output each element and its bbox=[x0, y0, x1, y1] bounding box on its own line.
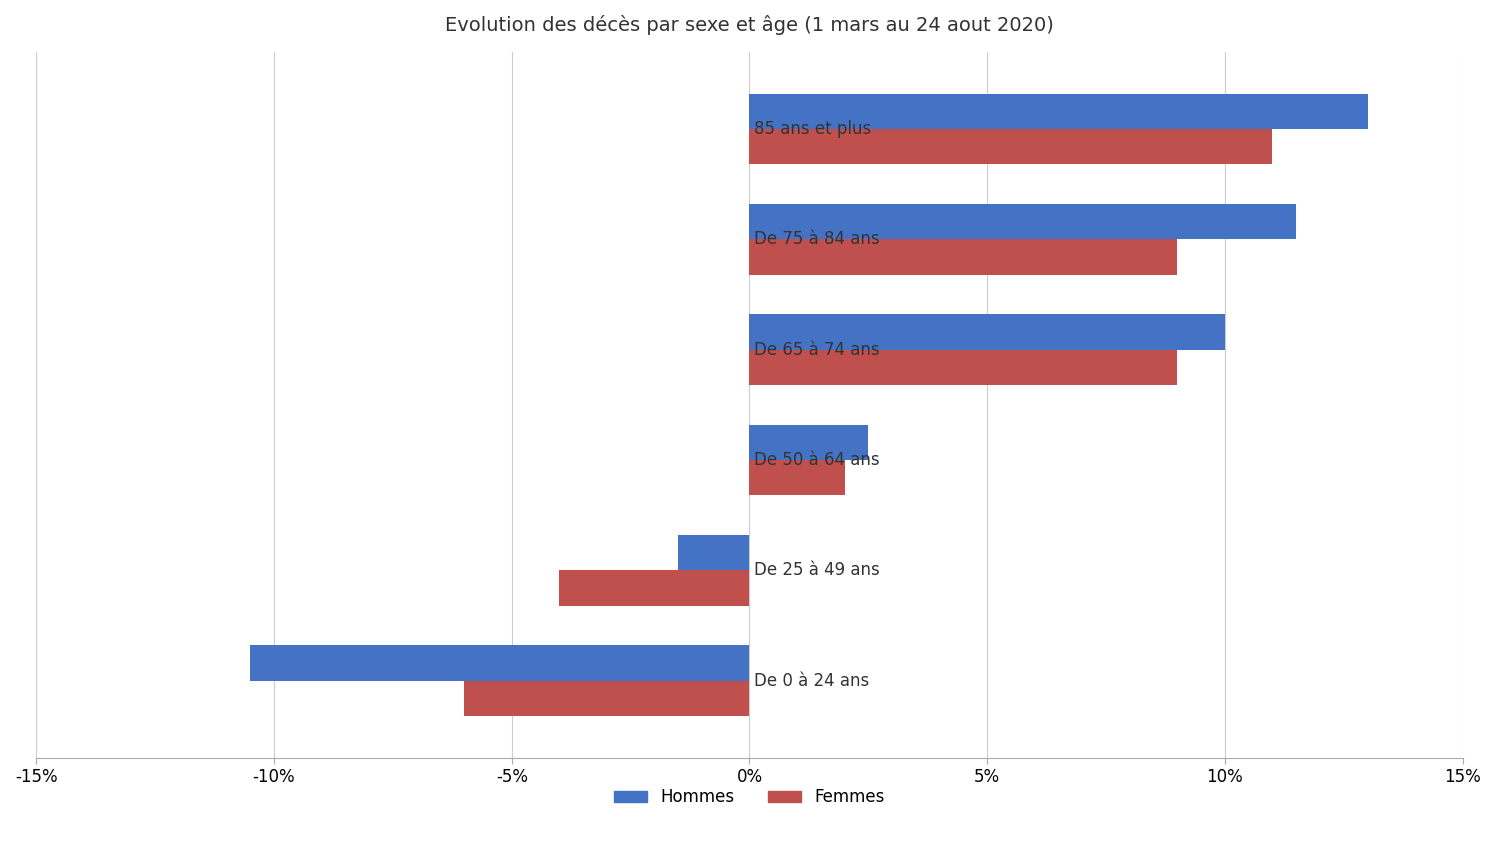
Legend: Hommes, Femmes: Hommes, Femmes bbox=[607, 782, 892, 813]
Bar bbox=[749, 424, 868, 460]
Bar bbox=[749, 240, 1177, 274]
Text: De 25 à 49 ans: De 25 à 49 ans bbox=[754, 562, 880, 579]
Text: De 65 à 74 ans: De 65 à 74 ans bbox=[754, 340, 880, 358]
Text: 85 ans et plus: 85 ans et plus bbox=[754, 120, 872, 138]
Bar bbox=[560, 570, 749, 606]
Bar bbox=[464, 681, 749, 716]
Text: De 0 à 24 ans: De 0 à 24 ans bbox=[754, 672, 869, 689]
Bar bbox=[749, 314, 1225, 350]
Title: Evolution des décès par sexe et âge (1 mars au 24 aout 2020): Evolution des décès par sexe et âge (1 m… bbox=[444, 15, 1053, 35]
Text: De 75 à 84 ans: De 75 à 84 ans bbox=[754, 230, 880, 248]
Text: De 50 à 64 ans: De 50 à 64 ans bbox=[754, 451, 880, 469]
Bar bbox=[250, 645, 749, 681]
Bar bbox=[678, 535, 749, 570]
Bar bbox=[749, 350, 1177, 385]
Bar bbox=[749, 460, 845, 496]
Bar bbox=[749, 94, 1367, 129]
Bar bbox=[749, 204, 1296, 240]
Bar bbox=[749, 129, 1273, 164]
